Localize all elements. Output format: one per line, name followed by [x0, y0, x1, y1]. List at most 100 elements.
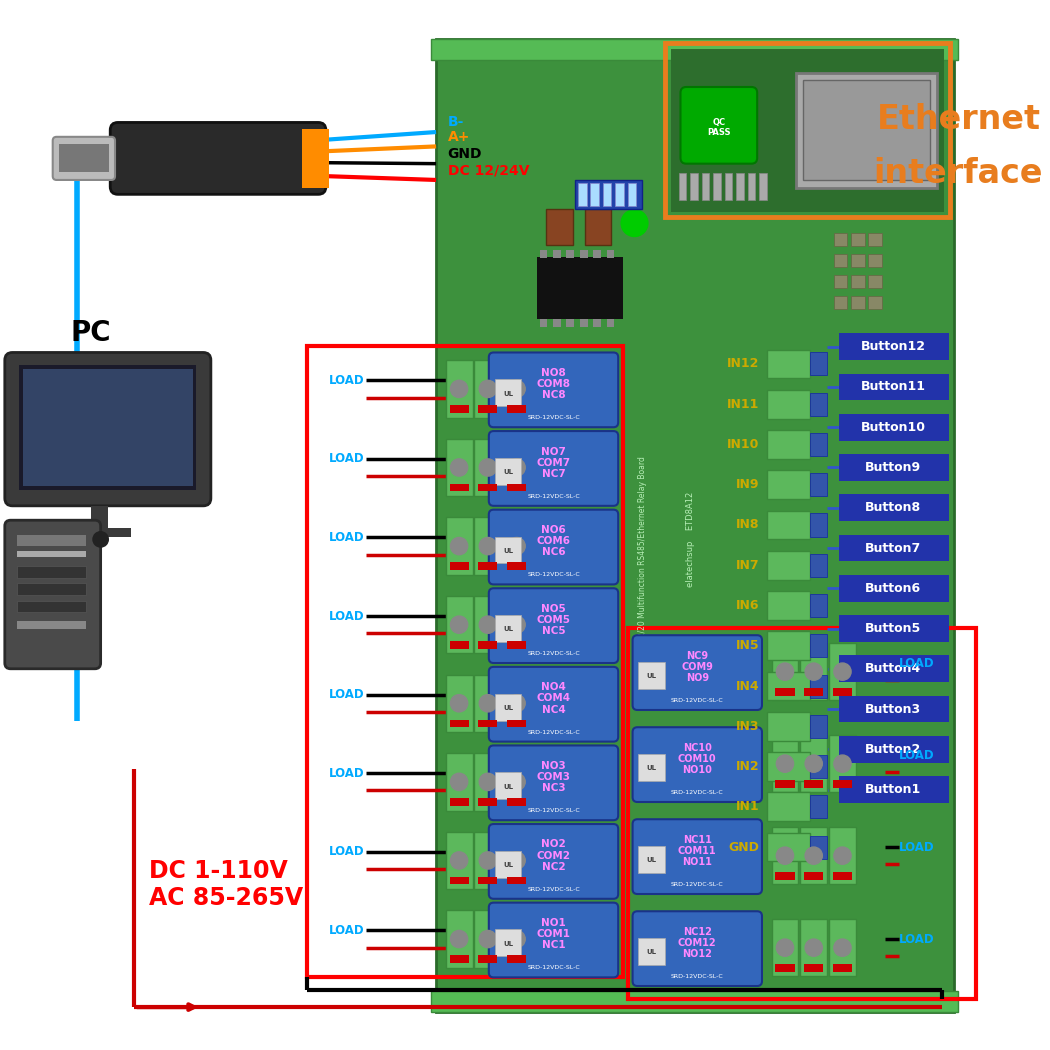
- Bar: [593, 250, 601, 257]
- Bar: [810, 795, 827, 818]
- Bar: [445, 910, 472, 968]
- Bar: [475, 674, 501, 732]
- Text: IN2: IN2: [735, 760, 759, 773]
- Circle shape: [622, 210, 648, 236]
- Text: IN6: IN6: [736, 598, 759, 612]
- Bar: [628, 628, 975, 1000]
- Bar: [852, 296, 864, 310]
- Bar: [503, 360, 530, 418]
- Bar: [766, 631, 810, 660]
- Text: SRD-12VDC-SL-C: SRD-12VDC-SL-C: [527, 494, 580, 499]
- Bar: [839, 534, 949, 562]
- Bar: [590, 183, 600, 206]
- Text: GND: GND: [447, 147, 482, 161]
- Bar: [575, 180, 643, 209]
- Bar: [23, 369, 192, 486]
- Bar: [671, 48, 944, 212]
- Bar: [478, 405, 498, 413]
- Bar: [475, 910, 501, 968]
- Bar: [475, 360, 501, 418]
- Text: Button8: Button8: [865, 501, 921, 514]
- Text: IN11: IN11: [727, 398, 759, 411]
- Text: SRD-12VDC-SL-C: SRD-12VDC-SL-C: [527, 572, 580, 578]
- Bar: [839, 574, 949, 602]
- Bar: [553, 250, 561, 257]
- Bar: [810, 755, 827, 778]
- Bar: [766, 510, 810, 540]
- Bar: [800, 643, 827, 700]
- Bar: [495, 694, 522, 720]
- Bar: [302, 129, 329, 188]
- FancyBboxPatch shape: [489, 509, 618, 585]
- Bar: [868, 233, 882, 246]
- Bar: [839, 695, 949, 722]
- Text: B-: B-: [447, 116, 464, 129]
- Text: A+: A+: [447, 129, 470, 144]
- Bar: [566, 250, 574, 257]
- Bar: [772, 643, 798, 700]
- Text: SRD-12VDC-SL-C: SRD-12VDC-SL-C: [527, 651, 580, 656]
- Bar: [566, 319, 574, 327]
- Bar: [495, 379, 522, 406]
- Bar: [507, 956, 526, 963]
- Bar: [578, 183, 587, 206]
- Bar: [17, 601, 86, 612]
- Text: UL: UL: [503, 391, 513, 397]
- Circle shape: [834, 847, 852, 864]
- Bar: [810, 594, 827, 617]
- Bar: [690, 173, 698, 201]
- FancyBboxPatch shape: [632, 911, 762, 986]
- Text: Ethernet
interface: Ethernet interface: [874, 103, 1044, 190]
- Text: Button1: Button1: [865, 783, 922, 796]
- Text: IN7: IN7: [735, 559, 759, 572]
- Bar: [834, 296, 847, 310]
- Bar: [507, 405, 526, 413]
- Bar: [724, 173, 732, 201]
- Text: SRD-12VDC-SL-C: SRD-12VDC-SL-C: [671, 882, 723, 887]
- Bar: [804, 688, 823, 695]
- Text: UL: UL: [503, 862, 513, 868]
- Text: UL: UL: [647, 949, 656, 956]
- Bar: [17, 584, 86, 595]
- Bar: [540, 250, 547, 257]
- Text: Button12: Button12: [861, 340, 926, 353]
- Bar: [495, 458, 522, 485]
- Bar: [507, 877, 526, 884]
- Bar: [833, 872, 852, 880]
- Bar: [585, 209, 611, 245]
- Bar: [507, 719, 526, 728]
- Bar: [449, 877, 468, 884]
- Bar: [800, 919, 827, 976]
- Bar: [804, 964, 823, 971]
- Circle shape: [450, 459, 467, 476]
- Text: QC
PASS: QC PASS: [707, 118, 731, 136]
- Bar: [748, 173, 755, 201]
- Bar: [449, 563, 468, 570]
- Text: UL: UL: [647, 673, 656, 679]
- Text: LOAD: LOAD: [329, 766, 364, 780]
- Bar: [638, 754, 665, 781]
- Text: LOAD: LOAD: [899, 841, 934, 854]
- Bar: [868, 275, 882, 289]
- Text: UL: UL: [503, 548, 513, 554]
- Circle shape: [508, 459, 525, 476]
- Text: SRD-12VDC-SL-C: SRD-12VDC-SL-C: [671, 974, 723, 979]
- Circle shape: [450, 695, 467, 712]
- Bar: [804, 780, 823, 788]
- Bar: [503, 753, 530, 811]
- Bar: [17, 534, 86, 546]
- Bar: [839, 615, 949, 642]
- Bar: [593, 319, 601, 327]
- Text: UL: UL: [647, 765, 656, 772]
- Circle shape: [834, 663, 852, 680]
- Text: IN1: IN1: [735, 800, 759, 814]
- Circle shape: [479, 852, 497, 869]
- Bar: [665, 43, 950, 217]
- Bar: [766, 712, 810, 740]
- Text: LOAD: LOAD: [899, 749, 934, 761]
- Bar: [478, 798, 498, 805]
- Bar: [475, 596, 501, 653]
- Text: UL: UL: [503, 469, 513, 476]
- Bar: [766, 793, 810, 821]
- Bar: [852, 275, 864, 289]
